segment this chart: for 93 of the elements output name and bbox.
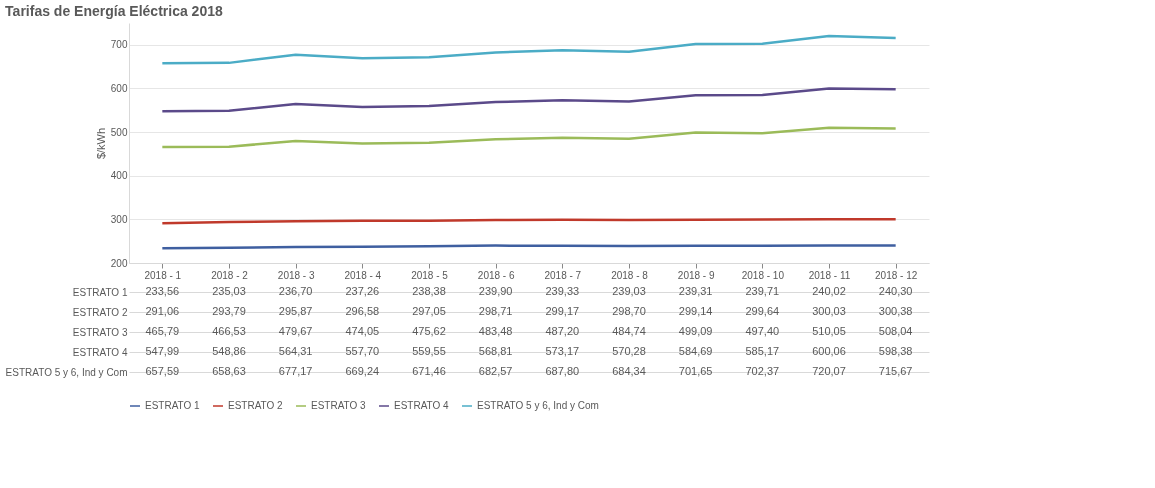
data-label: 499,09 xyxy=(678,325,713,337)
data-label: 237,26 xyxy=(345,285,380,297)
data-label: 669,24 xyxy=(345,365,380,377)
text: ESTRATO 3 xyxy=(72,326,128,338)
legend-label: ESTRATO 2 xyxy=(228,400,284,411)
x-tick-label: 2018 - 4 xyxy=(344,269,382,281)
x-tick-label: 2018 - 9 xyxy=(677,269,715,281)
data-label: 299,64 xyxy=(745,305,780,317)
data-label: 573,17 xyxy=(545,345,580,357)
data-label: 239,31 xyxy=(678,285,713,297)
text: ESTRATO 2 xyxy=(72,306,128,318)
data-label: 497,40 xyxy=(745,325,780,337)
data-label: 548,86 xyxy=(212,345,246,357)
data-label: 298,71 xyxy=(478,305,513,317)
data-label: 483,48 xyxy=(478,325,513,337)
data-label: 568,81 xyxy=(478,345,513,357)
data-label: 585,17 xyxy=(745,345,780,357)
data-label: 240,30 xyxy=(878,285,913,297)
data-label: 466,53 xyxy=(212,325,246,337)
data-label: 239,71 xyxy=(745,285,780,297)
x-tick-label: 2018 - 3 xyxy=(277,269,315,281)
data-label: 300,03 xyxy=(812,305,846,317)
data-label: 600,06 xyxy=(812,345,846,357)
data-label: 233,56 xyxy=(145,285,180,297)
data-label: 295,87 xyxy=(278,305,313,317)
data-label: 658,63 xyxy=(212,365,246,377)
data-label: 584,69 xyxy=(678,345,713,357)
text: ESTRATO 5 y 6, Ind y Com xyxy=(5,366,128,378)
data-label: 570,28 xyxy=(612,345,646,357)
data-label: 598,38 xyxy=(878,345,913,357)
y-tick-label: 700 xyxy=(110,39,128,51)
y-tick-label: 400 xyxy=(110,170,128,182)
data-label: 300,38 xyxy=(878,305,913,317)
legend-label: ESTRATO 1 xyxy=(145,400,201,411)
data-label: 557,70 xyxy=(345,345,380,357)
data-label: 564,31 xyxy=(278,345,313,357)
x-tick-label: 2018 - 11 xyxy=(808,269,851,281)
data-label: 671,46 xyxy=(412,365,446,377)
x-tick-label: 2018 - 7 xyxy=(544,269,582,281)
data-label: 239,33 xyxy=(545,285,580,297)
data-label: 465,79 xyxy=(145,325,180,337)
data-label: 298,70 xyxy=(612,305,646,317)
data-label: 475,62 xyxy=(412,325,446,337)
x-tick-label: 2018 - 5 xyxy=(411,269,449,281)
y-tick-label: 500 xyxy=(110,126,128,138)
data-label: 715,67 xyxy=(878,365,913,377)
data-label: 702,37 xyxy=(745,365,780,377)
data-label: 720,07 xyxy=(812,365,846,377)
data-label: 240,02 xyxy=(812,285,846,297)
x-tick-label: 2018 - 6 xyxy=(477,269,515,281)
y-tick-label: 300 xyxy=(110,213,128,225)
data-label: 484,74 xyxy=(612,325,646,337)
line-series xyxy=(161,34,897,65)
chart-title: Tarifas de Energía Eléctrica 2018 xyxy=(5,3,223,19)
line-series xyxy=(161,87,897,113)
y-tick-label: 200 xyxy=(110,257,128,269)
data-label: 687,80 xyxy=(545,365,580,377)
data-label: 239,03 xyxy=(612,285,646,297)
data-label: 474,05 xyxy=(345,325,380,337)
data-label: 510,05 xyxy=(812,325,846,337)
text: ESTRATO 1 xyxy=(72,286,128,298)
y-tick-label: 600 xyxy=(110,82,128,94)
data-label: 239,90 xyxy=(478,285,513,297)
x-tick-label: 2018 - 1 xyxy=(144,269,182,281)
data-label: 479,67 xyxy=(278,325,313,337)
data-label: 701,65 xyxy=(678,365,713,377)
legend-label: ESTRATO 3 xyxy=(311,400,367,411)
x-tick-label: 2018 - 2 xyxy=(211,269,249,281)
data-label: 508,04 xyxy=(878,325,913,337)
data-label: 297,05 xyxy=(412,305,446,317)
data-label: 293,79 xyxy=(212,305,246,317)
data-label: 677,17 xyxy=(278,365,313,377)
data-label: 238,38 xyxy=(412,285,446,297)
x-tick-label: 2018 - 8 xyxy=(611,269,649,281)
data-label: 291,06 xyxy=(145,305,180,317)
y-axis-title: $/kWh xyxy=(94,127,107,160)
data-label: 296,58 xyxy=(345,305,380,317)
data-label: 547,99 xyxy=(145,345,180,357)
legend-label: ESTRATO 5 y 6, Ind y Com xyxy=(477,400,599,411)
x-tick-label: 2018 - 12 xyxy=(875,269,918,281)
line-series xyxy=(161,126,897,149)
data-label: 299,14 xyxy=(678,305,713,317)
data-label: 235,03 xyxy=(212,285,246,297)
data-label: 657,59 xyxy=(145,365,180,377)
data-label: 299,17 xyxy=(545,305,580,317)
data-label: 236,70 xyxy=(278,285,313,297)
legend-label: ESTRATO 4 xyxy=(394,400,450,411)
data-label: 559,55 xyxy=(412,345,446,357)
data-label: 684,34 xyxy=(612,365,646,377)
text: ESTRATO 4 xyxy=(72,346,128,358)
data-label: 682,57 xyxy=(478,365,513,377)
x-tick-label: 2018 - 10 xyxy=(741,269,785,281)
data-label: 487,20 xyxy=(545,325,580,337)
